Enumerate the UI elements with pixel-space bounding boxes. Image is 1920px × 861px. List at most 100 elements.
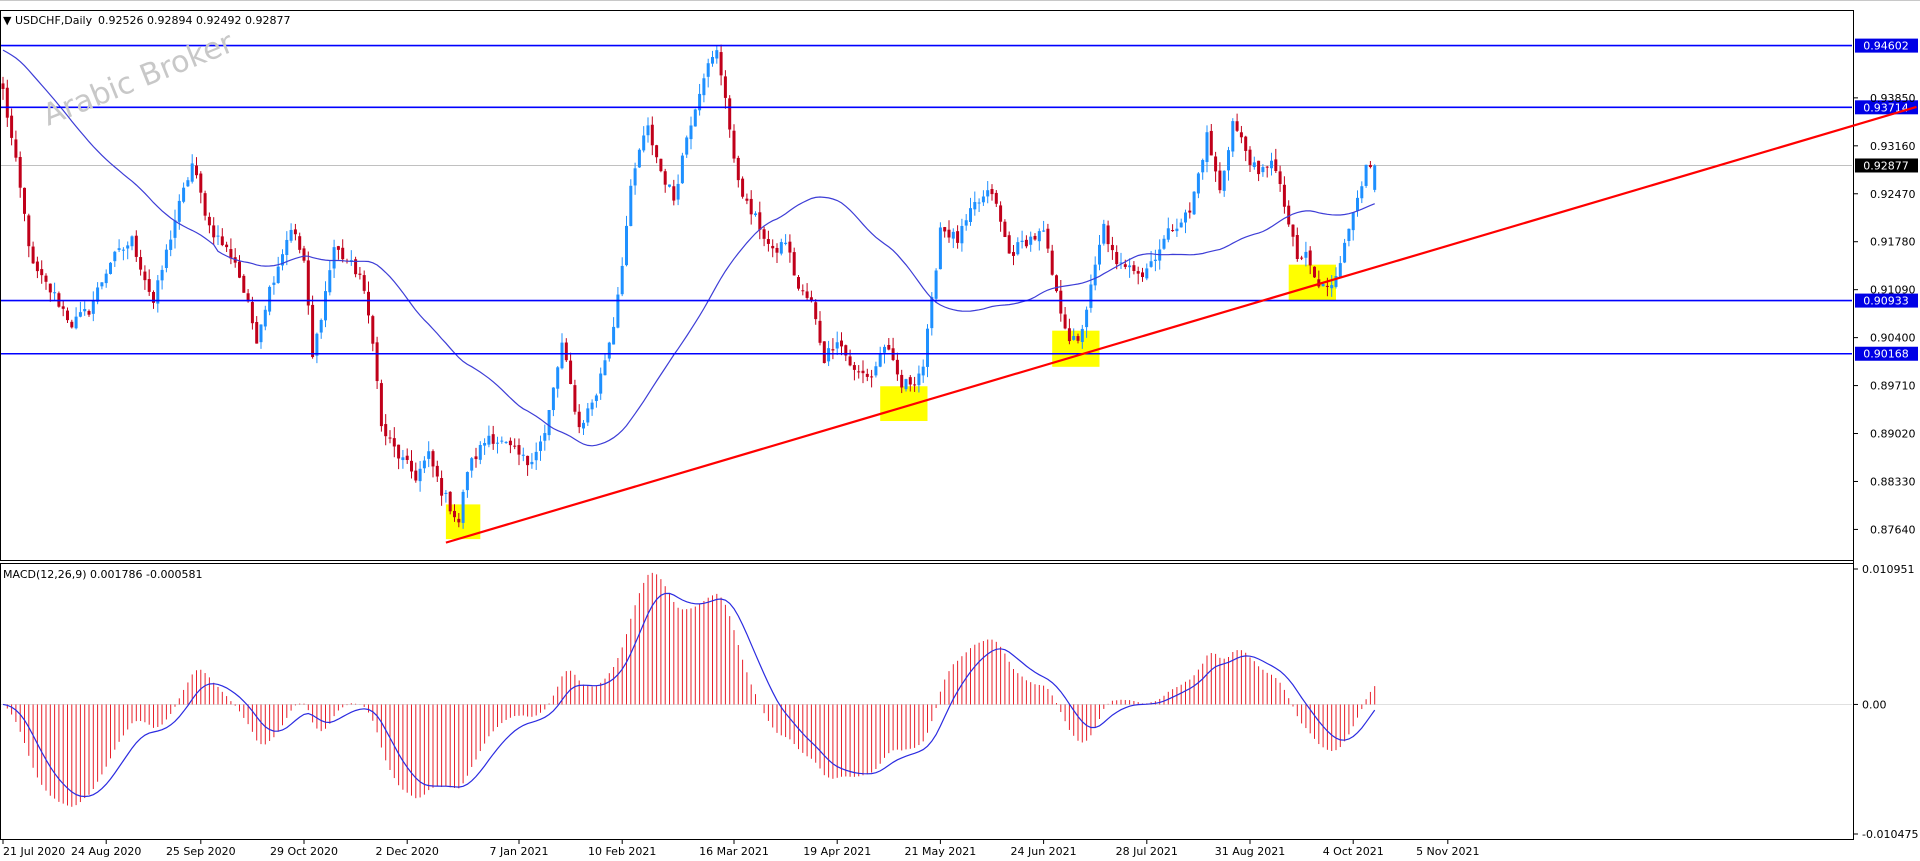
candle-body	[117, 248, 121, 250]
highlight-zone	[1288, 264, 1336, 301]
candle-body	[607, 342, 611, 359]
candle-body	[1287, 205, 1291, 225]
candle-body	[930, 296, 934, 329]
candle-body	[470, 458, 474, 471]
date-tick-label: 2 Dec 2020	[376, 845, 439, 858]
candle-body	[332, 247, 336, 269]
candle-body	[663, 171, 667, 185]
date-tick-label: 21 Jul 2020	[3, 845, 65, 858]
candle-body	[723, 76, 727, 98]
candle-body	[1141, 272, 1144, 278]
candle-body	[414, 470, 418, 481]
price-tick-label: 0.89710	[1870, 380, 1916, 393]
candle-body	[457, 518, 461, 523]
candle-body	[250, 302, 254, 324]
date-tick-label: 24 Aug 2020	[71, 845, 141, 858]
candle-body	[521, 454, 525, 456]
candle-body	[190, 163, 194, 182]
candle-body	[1123, 264, 1127, 267]
candle-body	[977, 202, 981, 204]
candle-body	[706, 63, 710, 77]
macd-label: MACD(12,26,9) 0.001786 -0.000581	[3, 568, 202, 581]
candle-body	[1188, 210, 1192, 213]
candle-body	[1029, 236, 1033, 245]
candle-body	[1119, 262, 1123, 264]
candle-body	[539, 441, 542, 451]
candle-body	[629, 185, 633, 227]
candle-body	[1162, 238, 1166, 249]
candle-body	[487, 435, 491, 445]
candle-body	[1024, 239, 1028, 247]
candle-body	[483, 442, 487, 446]
candle-body	[1102, 223, 1106, 244]
candle-body	[577, 411, 581, 428]
date-tick-label: 25 Sep 2020	[166, 845, 236, 858]
candle-body	[1012, 252, 1015, 256]
date-tick-label: 5 Nov 2021	[1416, 845, 1479, 858]
candle-body	[401, 457, 405, 461]
candle-body	[771, 245, 775, 249]
candle-body	[1239, 132, 1243, 138]
candle-body	[40, 269, 44, 276]
candle-body	[91, 300, 95, 314]
candle-body	[298, 236, 302, 250]
candle-body	[126, 245, 130, 249]
candle-body	[427, 451, 431, 459]
candle-body	[216, 235, 220, 237]
candle-body	[500, 440, 504, 442]
date-tick-label: 21 May 2021	[905, 845, 977, 858]
candle-body	[199, 173, 203, 193]
candle-body	[147, 279, 151, 292]
candle-body	[1055, 275, 1058, 292]
candle-body	[1205, 132, 1209, 163]
candle-body	[1231, 121, 1235, 152]
candle-body	[943, 227, 947, 232]
candle-body	[435, 465, 439, 477]
candle-body	[543, 433, 547, 441]
candle-body	[1171, 230, 1175, 232]
candle-body	[203, 193, 207, 216]
candle-body	[302, 248, 306, 261]
candle-body	[1093, 264, 1097, 286]
collapse-arrow-icon[interactable]: ▼	[3, 14, 12, 27]
candle-body	[809, 297, 813, 301]
candle-body	[508, 440, 512, 446]
candle-body	[1351, 212, 1355, 231]
candle-body	[642, 135, 646, 151]
candle-body	[547, 410, 551, 436]
candle-body	[186, 180, 190, 187]
candle-body	[1184, 212, 1187, 223]
candle-body	[1338, 263, 1342, 279]
candle-body	[31, 246, 35, 264]
candle-body	[973, 202, 977, 210]
candle-body	[285, 239, 289, 255]
candle-body	[1179, 222, 1183, 228]
candle-body	[491, 434, 495, 444]
price-tick-label: 0.92470	[1870, 188, 1916, 201]
candle-body	[865, 373, 869, 377]
candle-body	[96, 287, 100, 302]
current-price-box	[1855, 158, 1918, 173]
macd-tick-label: -0.010475	[1862, 828, 1918, 841]
candle-body	[177, 200, 181, 222]
candle-body	[48, 283, 52, 293]
candle-body	[745, 198, 749, 201]
candle-body	[715, 50, 719, 59]
candle-body	[44, 275, 48, 282]
candle-body	[388, 437, 392, 439]
date-tick-label: 29 Oct 2020	[270, 845, 338, 858]
candle-body	[1222, 170, 1226, 191]
candle-body	[229, 249, 233, 259]
candle-body	[921, 366, 925, 376]
candles	[1, 44, 1377, 529]
candle-body	[263, 309, 267, 327]
candle-body	[444, 492, 448, 494]
candle-body	[551, 387, 555, 411]
candle-body	[693, 109, 697, 127]
candle-body	[143, 271, 147, 281]
candle-body	[169, 239, 173, 250]
candle-body	[1153, 259, 1157, 261]
candle-body	[526, 455, 530, 466]
candle-body	[496, 442, 499, 444]
